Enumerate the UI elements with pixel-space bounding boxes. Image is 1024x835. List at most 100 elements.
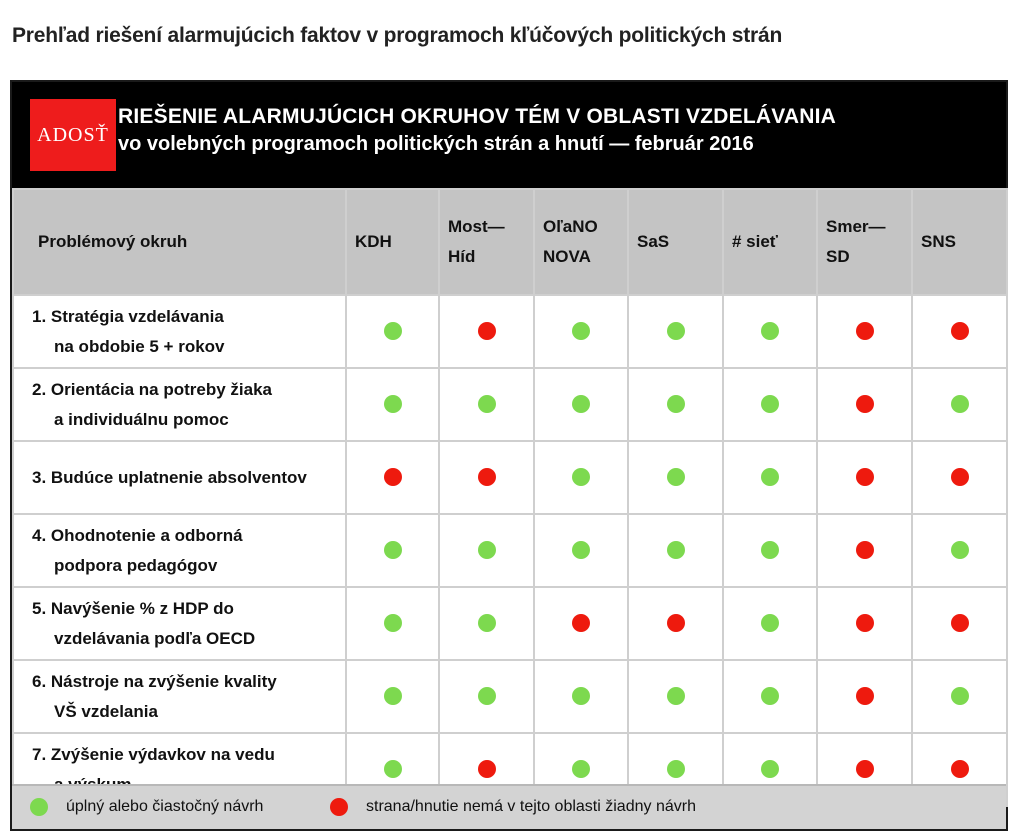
status-cell [816,440,913,515]
green-dot-icon [950,541,969,560]
green-dot-icon [383,760,402,779]
status-cell [345,659,440,734]
party-header-sas: SaS [627,188,724,296]
status-cell [722,586,818,661]
green-dot-icon [383,541,402,560]
status-cell [816,294,913,369]
status-cell [438,513,535,588]
legend-red-label: strana/hnutie nemá v tejto oblasti žiadn… [366,798,696,815]
green-dot-icon [666,687,685,706]
status-cell [816,513,913,588]
green-dot-icon [761,395,779,414]
party-header-smer-sd: Smer— SD [816,188,913,296]
status-cell [911,586,1008,661]
status-cell [627,586,724,661]
status-cell [627,440,724,515]
party-header-kdh: KDH [345,188,440,296]
banner-title: RIEŠENIE ALARMUJÚCICH OKRUHOV TÉM V OBLA… [118,105,837,128]
green-dot-icon [572,395,590,414]
red-dot-icon [383,468,402,487]
red-dot-icon [330,798,348,816]
topic-column-header: Problémový okruh [12,188,347,296]
status-cell [345,367,440,442]
red-dot-icon [950,760,969,779]
status-cell [627,513,724,588]
status-cell [438,294,535,369]
status-cell [816,586,913,661]
green-dot-icon [477,614,496,633]
topic-line1: 1. Stratégia vzdelávania [32,306,224,326]
topic-line2: a individuálnu pomoc [54,409,229,429]
green-dot-icon [761,468,779,487]
status-cell [345,586,440,661]
status-cell [533,513,629,588]
banner-subtitle: vo volebných programoch politických strá… [118,133,754,155]
topic-line1: 4. Ohodnotenie a odborná [32,525,243,545]
topic-line1: 3. Budúce uplatnenie absolventov [32,467,307,487]
status-cell [345,294,440,369]
status-cell [533,440,629,515]
party-header-siet: # sieť [722,188,818,296]
green-dot-icon [666,322,685,341]
status-cell [438,586,535,661]
green-dot-icon [666,760,685,779]
party-name-line1: SaS [637,232,670,251]
table-row: 1. Stratégia vzdelávania na obdobie 5 + r… [12,294,1008,369]
topic-cell: 5. Navýšenie % z HDP do vzdelávania podľa… [12,586,347,661]
red-dot-icon [950,322,969,341]
topic-cell: 6. Nástroje na zvýšenie kvality VŠ vzdela… [12,659,347,734]
topic-line1: 6. Nástroje na zvýšenie kvality [32,671,277,691]
status-cell [911,659,1008,734]
green-dot-icon [477,687,496,706]
green-dot-icon [383,322,402,341]
green-dot-icon [477,541,496,560]
legend-item-green: úplný alebo čiastočný návrh [30,798,263,816]
table-row: 5. Navýšenie % z HDP do vzdelávania podľa… [12,586,1008,661]
status-cell [438,367,535,442]
topic-cell: 2. Orientácia na potreby žiaka a individu… [12,367,347,442]
status-cell [722,440,818,515]
topic-line2: na obdobie 5 + rokov [54,336,225,356]
green-dot-icon [572,468,590,487]
status-cell [816,659,913,734]
topic-line1: 7. Zvýšenie výdavkov na vedu [32,744,275,764]
green-dot-icon [572,760,590,779]
status-cell [911,440,1008,515]
table-row: 3. Budúce uplatnenie absolventov [12,440,1008,515]
green-dot-icon [761,322,779,341]
adost-logo: ADOSŤ [30,99,116,171]
topic-line1: 5. Navýšenie % z HDP do [32,598,234,618]
status-cell [722,367,818,442]
red-dot-icon [477,468,496,487]
green-dot-icon [761,541,779,560]
red-dot-icon [855,760,874,779]
topic-line1: 2. Orientácia na potreby žiaka [32,379,272,399]
green-dot-icon [950,395,969,414]
party-name-line2: SD [826,247,850,266]
table-header-row: Problémový okruh KDH Most— Híd OľaNO NOVA … [12,188,1008,296]
status-cell [627,294,724,369]
comparison-table: Problémový okruh KDH Most— Híd OľaNO NOVA … [12,188,1008,807]
status-cell [722,294,818,369]
status-cell [345,513,440,588]
legend: úplný alebo čiastočný návrh strana/hnuti… [12,784,1006,829]
status-cell [533,294,629,369]
red-dot-icon [477,322,496,341]
status-cell [911,367,1008,442]
page-title: Prehľad riešení alarmujúcich faktov v pr… [12,24,783,47]
red-dot-icon [855,687,874,706]
status-cell [722,659,818,734]
party-name-line1: KDH [355,232,392,251]
green-dot-icon [761,687,779,706]
green-dot-icon [572,322,590,341]
red-dot-icon [666,614,685,633]
topic-line2: vzdelávania podľa OECD [54,628,256,648]
status-cell [345,440,440,515]
red-dot-icon [572,614,590,633]
topic-line2: podpora pedagógov [54,555,218,575]
party-name-line1: # sieť [732,232,778,251]
status-cell [627,659,724,734]
topic-line2: VŠ vzdelania [54,701,158,721]
status-cell [816,367,913,442]
green-dot-icon [666,395,685,414]
